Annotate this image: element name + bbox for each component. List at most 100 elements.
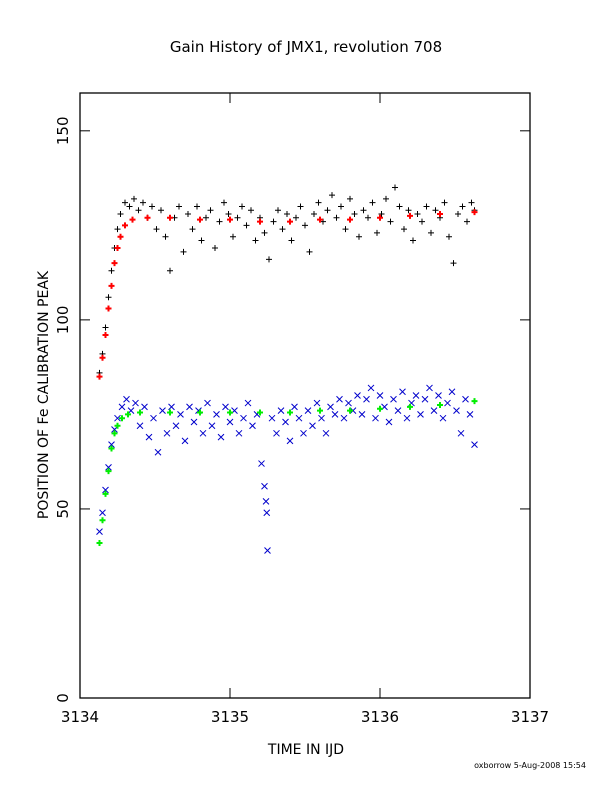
data-point: [235, 429, 243, 437]
x-tick-label: 3135: [211, 708, 249, 726]
data-point: [118, 403, 126, 411]
data-point: [383, 195, 389, 202]
data-point: [297, 203, 304, 210]
data-point: [306, 248, 313, 255]
y-tick-label: 150: [54, 116, 72, 145]
data-point: [266, 256, 272, 263]
data-point: [227, 216, 233, 223]
data-point: [385, 418, 393, 426]
data-point: [208, 422, 216, 430]
data-point: [401, 226, 407, 233]
data-point: [262, 498, 270, 505]
data-point: [123, 395, 130, 403]
data-point: [317, 216, 323, 223]
data-point: [261, 229, 268, 236]
data-point: [356, 233, 362, 240]
y-tick-label: 100: [54, 306, 72, 335]
data-point: [213, 411, 220, 418]
data-point: [105, 468, 112, 475]
data-point: [347, 216, 353, 223]
data-point: [248, 207, 254, 214]
data-point: [102, 324, 109, 331]
data-point: [96, 373, 103, 380]
data-point: [163, 429, 171, 437]
data-point: [309, 422, 316, 430]
data-point: [137, 409, 143, 416]
data-point: [177, 411, 184, 418]
data-point: [105, 305, 112, 312]
data-point: [284, 211, 290, 217]
data-point: [286, 437, 294, 445]
data-point: [313, 399, 321, 407]
data-point: [257, 409, 263, 416]
data-point: [432, 207, 439, 214]
data-point: [114, 226, 121, 233]
data-point: [471, 209, 478, 216]
data-point: [132, 399, 139, 407]
data-point: [363, 395, 370, 403]
data-point: [186, 403, 193, 411]
x-tick-label: 3134: [61, 708, 99, 726]
data-point: [444, 399, 451, 407]
data-point: [122, 222, 128, 229]
data-point: [287, 409, 293, 416]
data-point: [185, 211, 191, 217]
data-point: [158, 207, 164, 214]
data-point: [226, 418, 234, 426]
data-point: [372, 414, 379, 422]
data-point: [204, 399, 211, 407]
plot-frame: [79, 92, 531, 699]
data-point: [249, 422, 256, 430]
data-point: [466, 411, 474, 418]
data-point: [315, 199, 322, 206]
data-point: [162, 233, 169, 240]
axis-ticks: 3134 3135 3136 3137 0 50 100 150: [54, 93, 549, 726]
data-point: [111, 430, 118, 437]
data-point: [300, 429, 307, 437]
data-point: [222, 403, 229, 411]
data-point: [437, 211, 443, 217]
data-point: [369, 199, 376, 206]
data-point: [194, 203, 200, 210]
data-point: [129, 216, 136, 223]
data-point: [471, 398, 478, 405]
data-point: [122, 199, 128, 206]
data-point: [176, 203, 182, 210]
data-point: [390, 395, 397, 403]
data-point: [275, 207, 281, 214]
data-point: [322, 429, 330, 437]
data-point: [340, 414, 348, 422]
data-point: [354, 392, 361, 399]
data-point: [439, 414, 447, 422]
data-point: [414, 211, 421, 217]
data-point: [336, 395, 343, 403]
data-point: [410, 237, 416, 244]
data-point: [227, 409, 233, 416]
data-point: [159, 407, 166, 414]
data-point: [423, 203, 430, 210]
data-point: [468, 199, 475, 206]
data-point: [455, 211, 461, 217]
data-point: [446, 233, 452, 240]
data-point: [141, 403, 148, 411]
data-point: [230, 233, 236, 240]
data-point: [140, 199, 146, 206]
data-point: [377, 405, 383, 412]
data-point: [114, 414, 121, 422]
data-point: [419, 218, 425, 225]
data-point: [407, 212, 413, 219]
data-point: [282, 418, 289, 426]
data-point: [288, 237, 295, 244]
data-point: [270, 218, 277, 225]
data-point: [453, 407, 460, 414]
data-point: [394, 407, 402, 414]
data-point: [457, 429, 465, 437]
x-axis-label: TIME IN IJD: [267, 742, 344, 758]
data-point: [149, 203, 155, 210]
data-point: [342, 226, 349, 233]
data-point: [96, 528, 103, 535]
data-point: [471, 441, 478, 449]
data-point: [197, 216, 203, 223]
data-point: [136, 422, 144, 430]
